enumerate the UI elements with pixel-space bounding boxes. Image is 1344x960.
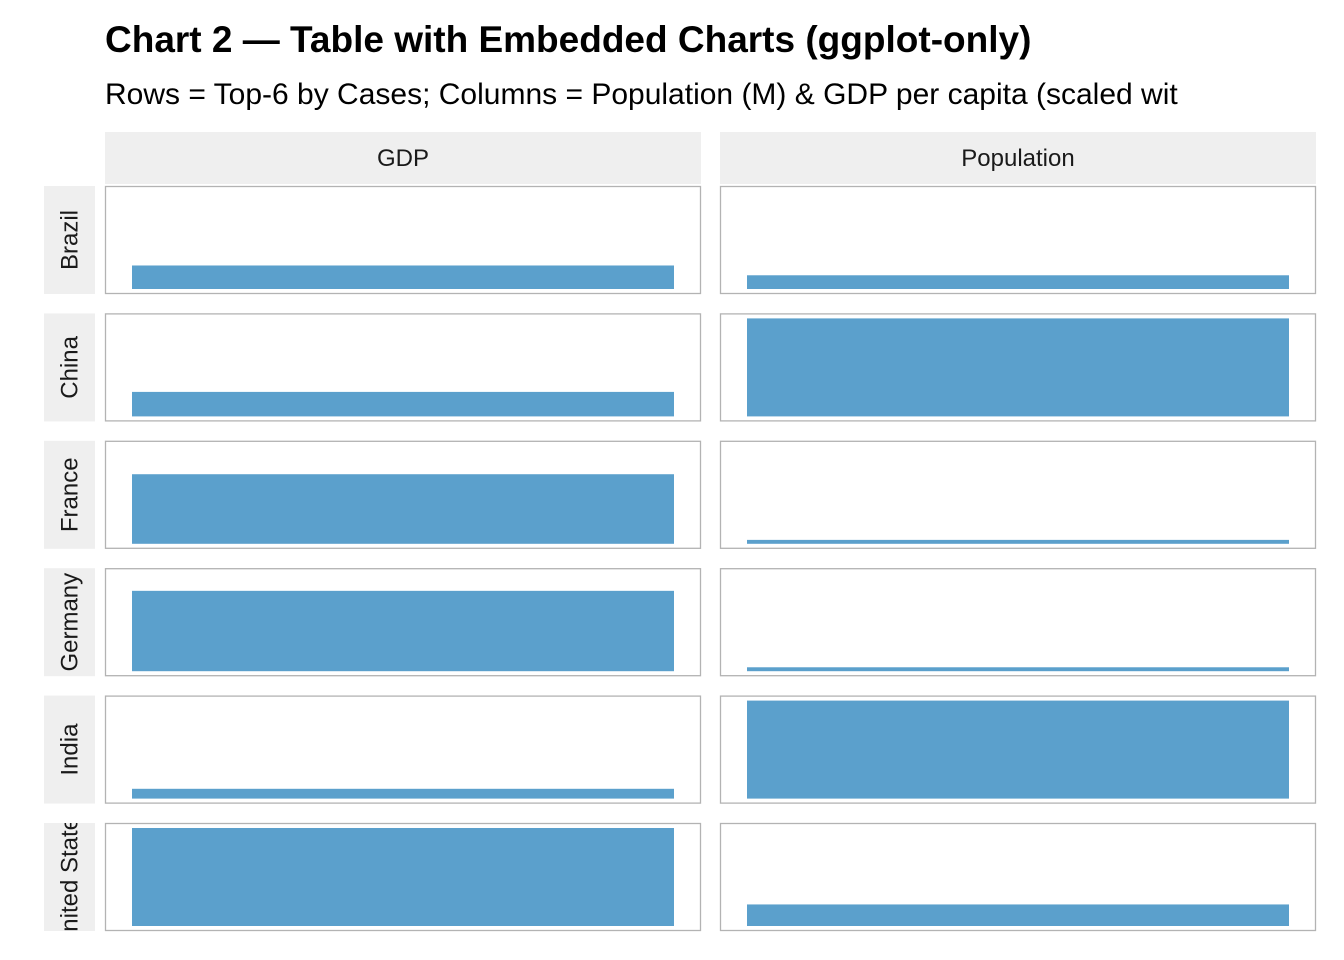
column-strip-label: Population (961, 145, 1074, 172)
panel-border (104, 568, 702, 677)
bar-population-brazil (747, 275, 1289, 289)
panel-border (719, 185, 1317, 295)
bar-gdp-germany (132, 590, 674, 672)
panel-border (719, 313, 1317, 422)
panel-background (720, 440, 1316, 549)
panel-background (720, 568, 1316, 677)
column-strip-population: Population (720, 132, 1316, 184)
panel-germany-gdp (104, 568, 702, 677)
panel-border (719, 568, 1317, 677)
panel-china-population (719, 313, 1317, 422)
panel-united-states-population (719, 822, 1317, 932)
column-strip-gdp: GDP (105, 132, 701, 184)
column-strip-background (105, 132, 701, 184)
bar-gdp-india (132, 788, 674, 799)
row-strip-india: India (44, 695, 95, 804)
row-strip-germany: Germany (44, 568, 95, 677)
column-strip-label: GDP (377, 145, 429, 172)
panel-brazil-population (719, 185, 1317, 295)
row-strip-france: France (44, 440, 95, 549)
row-strip-background (44, 823, 95, 931)
bar-gdp-united-states (132, 828, 674, 926)
panel-border (104, 185, 702, 295)
chart-subtitle: Rows = Top-6 by Cases; Columns = Populat… (105, 78, 1178, 111)
panel-brazil-gdp (104, 185, 702, 295)
row-strip-label: France (57, 457, 84, 532)
bar-population-france (747, 539, 1289, 544)
panel-india-gdp (104, 695, 702, 804)
panel-border (719, 695, 1317, 804)
row-strip-background (44, 313, 95, 422)
bar-gdp-brazil (132, 265, 674, 289)
chart-title: Chart 2 — Table with Embedded Charts (gg… (105, 19, 1032, 60)
bar-population-united-states (747, 904, 1289, 926)
row-strip-label: United States (57, 805, 84, 949)
row-strip-united-states: United States (44, 805, 95, 949)
bar-population-china (747, 318, 1289, 417)
panel-border (104, 313, 702, 422)
row-strip-brazil: Brazil (44, 186, 95, 294)
panel-germany-population (719, 568, 1317, 677)
panel-france-gdp (104, 440, 702, 549)
panel-border (104, 695, 702, 804)
bar-population-india (747, 700, 1289, 799)
panel-border (719, 440, 1317, 549)
panel-india-population (719, 695, 1317, 804)
row-strip-label: India (57, 723, 84, 776)
row-strip-background (44, 568, 95, 677)
row-strip-label: Germany (57, 573, 84, 672)
row-strip-label: China (57, 335, 84, 398)
bar-gdp-france (132, 474, 674, 544)
row-strip-background (44, 186, 95, 294)
column-strip-background (720, 132, 1316, 184)
row-strip-china: China (44, 313, 95, 422)
panel-france-population (719, 440, 1317, 549)
panel-china-gdp (104, 313, 702, 422)
panel-border (719, 822, 1317, 932)
row-strip-label: Brazil (57, 210, 84, 270)
panel-united-states-gdp (104, 822, 702, 932)
row-strip-background (44, 440, 95, 549)
panel-border (104, 822, 702, 932)
bar-gdp-china (132, 391, 674, 417)
bar-population-germany (747, 667, 1289, 672)
row-strip-background (44, 695, 95, 804)
panel-border (104, 440, 702, 549)
panel-background (105, 695, 701, 804)
